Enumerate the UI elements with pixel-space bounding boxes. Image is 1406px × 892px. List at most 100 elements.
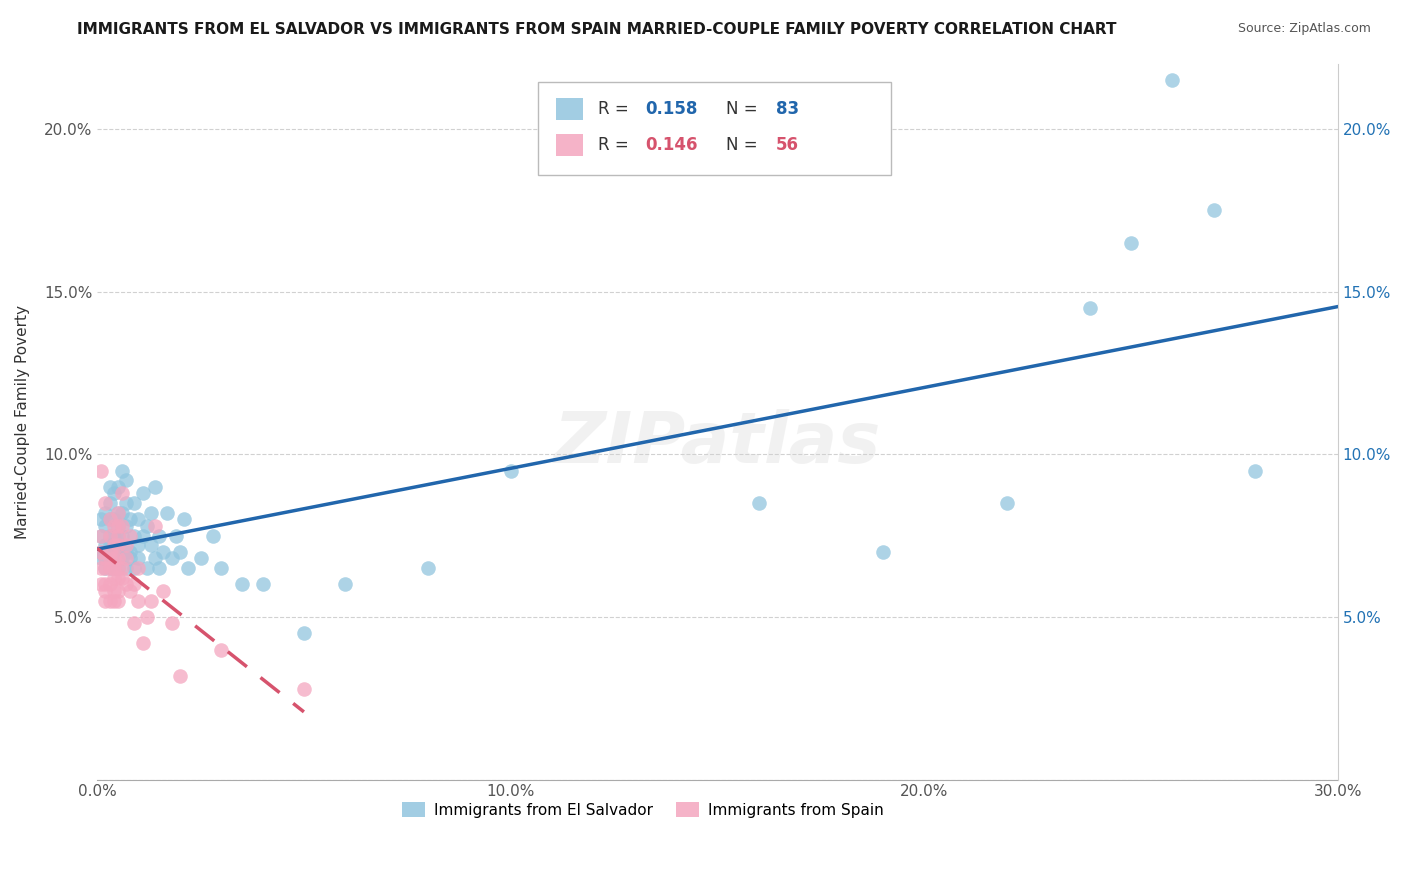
Point bbox=[127, 512, 149, 526]
Point bbox=[107, 529, 129, 543]
Text: R =: R = bbox=[599, 100, 634, 118]
Point bbox=[124, 496, 146, 510]
Point bbox=[1161, 73, 1184, 87]
Point bbox=[90, 545, 112, 559]
Point bbox=[98, 480, 121, 494]
Point bbox=[152, 545, 174, 559]
Point bbox=[139, 538, 162, 552]
Text: 0.146: 0.146 bbox=[645, 136, 697, 154]
Point bbox=[292, 681, 315, 696]
Point bbox=[131, 529, 153, 543]
Point bbox=[1119, 235, 1142, 250]
Text: Source: ZipAtlas.com: Source: ZipAtlas.com bbox=[1237, 22, 1371, 36]
Point bbox=[120, 529, 142, 543]
Point bbox=[107, 593, 129, 607]
Point bbox=[148, 529, 170, 543]
Point bbox=[131, 486, 153, 500]
Point bbox=[160, 551, 183, 566]
Point bbox=[131, 636, 153, 650]
Point bbox=[107, 551, 129, 566]
Point bbox=[107, 519, 129, 533]
Text: 0.158: 0.158 bbox=[645, 100, 697, 118]
Point bbox=[107, 506, 129, 520]
Point bbox=[90, 464, 112, 478]
Point bbox=[90, 512, 112, 526]
Point bbox=[111, 506, 134, 520]
Point bbox=[201, 529, 224, 543]
Point bbox=[120, 512, 142, 526]
Point bbox=[98, 551, 121, 566]
Point bbox=[499, 464, 522, 478]
Point bbox=[98, 577, 121, 591]
Point bbox=[90, 551, 112, 566]
Point bbox=[107, 571, 129, 585]
Point bbox=[90, 529, 112, 543]
Point bbox=[98, 512, 121, 526]
Point bbox=[98, 551, 121, 566]
Point bbox=[209, 561, 232, 575]
Point bbox=[139, 593, 162, 607]
Point bbox=[111, 529, 134, 543]
Point bbox=[143, 519, 166, 533]
Point bbox=[111, 551, 134, 566]
Point bbox=[115, 519, 138, 533]
Point bbox=[98, 529, 121, 543]
Point bbox=[103, 519, 125, 533]
Point bbox=[139, 506, 162, 520]
Point bbox=[124, 529, 146, 543]
Point bbox=[94, 496, 117, 510]
Point bbox=[98, 593, 121, 607]
Point bbox=[231, 577, 253, 591]
Point bbox=[103, 486, 125, 500]
Point bbox=[115, 474, 138, 488]
Point bbox=[107, 584, 129, 599]
Point bbox=[111, 486, 134, 500]
Point bbox=[135, 610, 157, 624]
Point bbox=[115, 577, 138, 591]
Point bbox=[169, 668, 191, 682]
Point bbox=[190, 551, 212, 566]
Point bbox=[94, 519, 117, 533]
Point bbox=[111, 464, 134, 478]
Point bbox=[90, 577, 112, 591]
Point bbox=[98, 529, 121, 543]
Point bbox=[94, 551, 117, 566]
Point bbox=[127, 538, 149, 552]
Point bbox=[120, 545, 142, 559]
Text: N =: N = bbox=[725, 100, 763, 118]
Point bbox=[748, 496, 770, 510]
Point bbox=[107, 538, 129, 552]
Text: 83: 83 bbox=[776, 100, 799, 118]
Point bbox=[94, 551, 117, 566]
Point bbox=[115, 561, 138, 575]
Point bbox=[115, 538, 138, 552]
Text: N =: N = bbox=[725, 136, 763, 154]
Point bbox=[103, 584, 125, 599]
Text: 56: 56 bbox=[776, 136, 799, 154]
Text: ZIPatlas: ZIPatlas bbox=[554, 409, 882, 478]
Point bbox=[94, 538, 117, 552]
Point bbox=[103, 551, 125, 566]
Point bbox=[1202, 203, 1225, 218]
Point bbox=[107, 545, 129, 559]
Point bbox=[98, 561, 121, 575]
Point bbox=[1078, 301, 1101, 315]
Point bbox=[135, 561, 157, 575]
Point bbox=[107, 529, 129, 543]
Point bbox=[103, 561, 125, 575]
FancyBboxPatch shape bbox=[557, 134, 583, 155]
Point bbox=[995, 496, 1018, 510]
Point bbox=[103, 561, 125, 575]
Point bbox=[107, 506, 129, 520]
Point bbox=[103, 593, 125, 607]
Point bbox=[103, 538, 125, 552]
Y-axis label: Married-Couple Family Poverty: Married-Couple Family Poverty bbox=[15, 305, 30, 539]
Point bbox=[872, 545, 894, 559]
Point bbox=[98, 545, 121, 559]
Point bbox=[173, 512, 195, 526]
Point bbox=[94, 584, 117, 599]
Point bbox=[103, 571, 125, 585]
Point bbox=[115, 496, 138, 510]
Point bbox=[127, 551, 149, 566]
Point bbox=[209, 642, 232, 657]
